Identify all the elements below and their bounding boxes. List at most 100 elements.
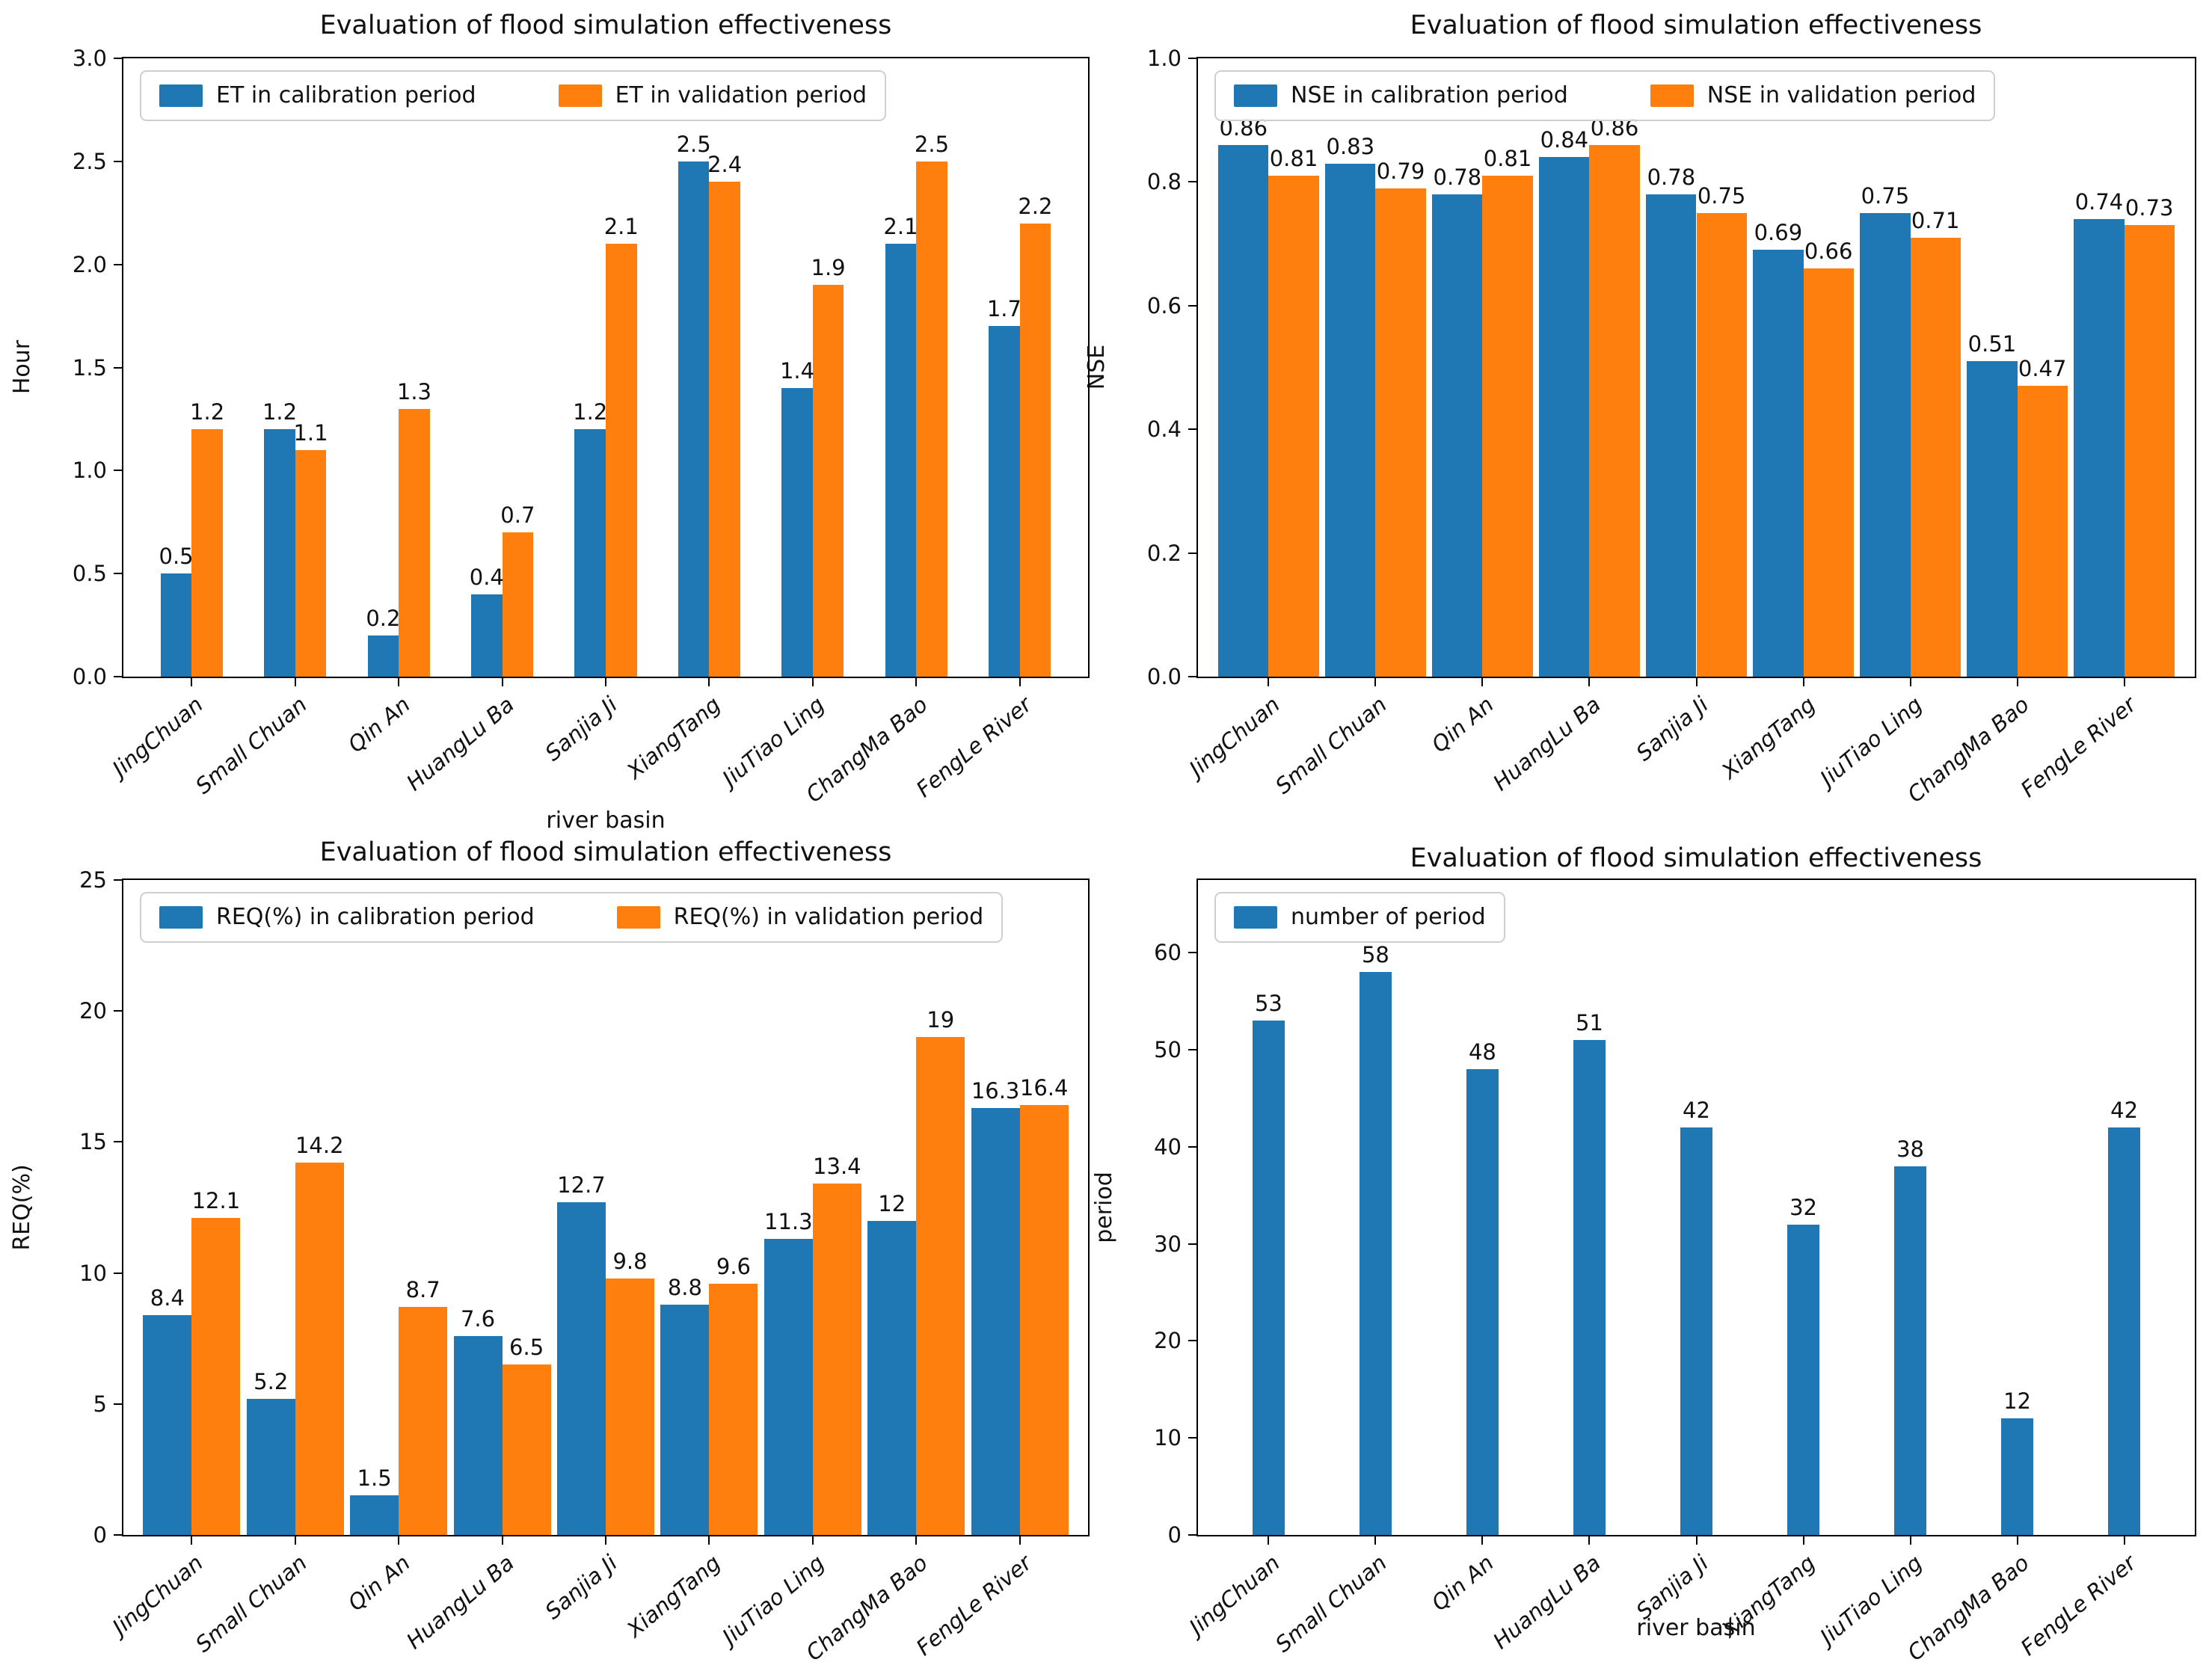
bar-value-label: 7.6: [460, 1305, 496, 1332]
bar-validation: [1589, 144, 1640, 677]
y-tick-label: 10: [1154, 1425, 1182, 1451]
bar-validation: [1482, 176, 1533, 677]
y-tick: [114, 263, 122, 265]
x-tick: [294, 1536, 296, 1545]
chart-nse-y-axis-label: NSE: [1084, 344, 1110, 390]
bar-value-label: 2.5: [914, 131, 950, 157]
bar-calibration: [971, 1107, 1020, 1535]
legend-entry: ET in calibration period: [159, 82, 476, 109]
x-tick: [1268, 678, 1270, 686]
bar-value-label: 0.47: [2018, 356, 2067, 382]
bar-validation: [399, 1307, 448, 1535]
plot-spine-right: [1088, 57, 1090, 678]
bar-validation: [2124, 225, 2175, 677]
bar-calibration: [1646, 194, 1697, 677]
x-tick: [915, 1536, 918, 1545]
x-tick: [2016, 678, 2018, 686]
x-tick: [1481, 678, 1484, 686]
legend-label: REQ(%) in calibration period: [216, 904, 535, 930]
bar-value-label: 16.3: [971, 1077, 1020, 1104]
bar-value-label: 0.5: [159, 544, 194, 570]
y-tick: [1188, 304, 1196, 307]
bar-validation: [502, 532, 534, 677]
legend-entry: NSE in validation period: [1650, 82, 1976, 109]
bar-value-label: 0.78: [1433, 164, 1482, 190]
plot-spine-left: [122, 57, 123, 678]
y-tick: [1188, 1437, 1196, 1439]
y-tick-label: 25: [79, 867, 107, 893]
bar-value-label: 51: [1576, 1010, 1603, 1036]
y-tick: [1188, 1340, 1196, 1342]
bar-validation: [606, 244, 637, 677]
bar-value-label: 0.51: [1967, 331, 2017, 357]
bar-validation: [191, 429, 223, 677]
bar-value-label: 1.2: [190, 399, 225, 425]
bar-calibration: [1860, 212, 1911, 677]
y-tick: [1188, 952, 1196, 954]
bar-value-label: 38: [1896, 1136, 1924, 1162]
legend-swatch-calibration: [1234, 84, 1277, 107]
bar-value-label: 2.1: [883, 214, 918, 240]
bar-calibration: [678, 161, 710, 677]
x-tick: [191, 678, 193, 686]
bar-validation: [1803, 268, 1854, 677]
bar-value-label: 0.66: [1804, 239, 1853, 265]
y-tick: [114, 1010, 122, 1012]
x-tick: [1481, 1536, 1484, 1545]
bar-calibration: [143, 1314, 192, 1535]
y-tick-label: 1.0: [1146, 46, 1182, 71]
bar-value-label: 42: [2110, 1097, 2139, 1123]
bar-value-label: 9.6: [716, 1253, 751, 1279]
x-tick: [398, 678, 400, 686]
plot-spine-bottom: [122, 677, 1090, 678]
legend-swatch-validation: [616, 906, 660, 929]
y-tick-label: 3.0: [72, 46, 107, 71]
bar-validation: [916, 1037, 965, 1535]
bar-calibration: [1967, 361, 2018, 677]
y-tick: [1188, 181, 1196, 183]
y-tick-label: 0: [93, 1522, 107, 1548]
plot-spine-left: [1196, 57, 1198, 678]
y-tick: [114, 1141, 122, 1143]
bar-calibration: [885, 244, 917, 677]
y-tick-label: 60: [1154, 940, 1182, 966]
bar-value-label: 12.7: [557, 1172, 606, 1198]
plot-spine-bottom: [1196, 1535, 2196, 1536]
bar-calibration: [660, 1304, 710, 1535]
y-tick-label: 40: [1154, 1133, 1182, 1160]
bar-calibration: [471, 594, 503, 677]
y-tick-label: 50: [1154, 1037, 1182, 1063]
bar-period: [1787, 1224, 1819, 1535]
bar-validation: [399, 408, 430, 677]
bar-value-label: 2.5: [676, 131, 711, 157]
bar-value-label: 0.75: [1697, 182, 1746, 209]
y-tick: [1188, 58, 1196, 59]
x-tick: [294, 678, 296, 686]
bar-value-label: 1.7: [986, 296, 1021, 322]
x-tick: [1909, 678, 1911, 686]
bar-value-label: 1.3: [396, 378, 431, 404]
legend: REQ(%) in calibration period REQ(%) in va…: [140, 892, 1004, 943]
y-tick-label: 10: [79, 1260, 107, 1286]
bar-value-label: 6.5: [509, 1335, 544, 1361]
y-tick: [114, 573, 122, 575]
x-tick: [1802, 1536, 1804, 1545]
bar-value-label: 1.4: [779, 358, 815, 384]
y-tick: [114, 879, 122, 881]
x-tick: [1374, 1536, 1377, 1545]
plot-spine-top: [122, 878, 1090, 880]
bar-value-label: 0.2: [366, 605, 401, 631]
bar-value-label: 1.9: [811, 255, 846, 281]
bar-calibration: [246, 1398, 295, 1535]
bar-calibration: [781, 388, 813, 677]
legend-swatch-calibration: [159, 84, 203, 107]
bar-calibration: [556, 1201, 606, 1535]
bar-value-label: 0.83: [1326, 133, 1375, 159]
bar-period: [1573, 1040, 1606, 1535]
bar-value-label: 53: [1254, 991, 1282, 1017]
bar-validation: [812, 1184, 861, 1535]
bar-calibration: [350, 1495, 399, 1535]
y-tick-label: 0.5: [72, 561, 107, 587]
y-tick: [114, 676, 122, 677]
